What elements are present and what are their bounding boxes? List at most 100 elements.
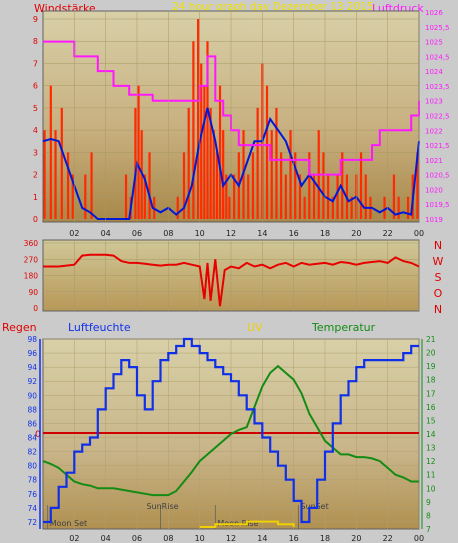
bottom-time-tick-label: 06 bbox=[132, 534, 142, 543]
temperature-tick-label: 16 bbox=[426, 403, 436, 412]
temperature-tick-label: 12 bbox=[426, 457, 436, 466]
pressure-tick-label: 1024 bbox=[425, 68, 443, 76]
time-tick-label: 06 bbox=[132, 229, 142, 238]
temperature-tick-label: 8 bbox=[426, 511, 431, 520]
pressure-tick-label: 1021 bbox=[425, 157, 443, 165]
wind-tick-label: 7 bbox=[33, 59, 38, 68]
humidity-title: Luftfeuchte bbox=[68, 321, 131, 334]
temperature-tick-label: 7 bbox=[426, 525, 431, 534]
humidity-tick-label: 86 bbox=[27, 419, 37, 428]
compass-label: S bbox=[435, 271, 442, 284]
humidity-tick-label: 92 bbox=[27, 377, 37, 386]
humidity-tick-label: 80 bbox=[27, 462, 37, 471]
compass-label: N bbox=[434, 239, 442, 252]
humidity-tick-label: 74 bbox=[27, 504, 37, 513]
temperature-tick-label: 13 bbox=[426, 444, 436, 453]
time-tick-label: 20 bbox=[351, 229, 361, 238]
uv-title: UV bbox=[247, 321, 263, 334]
temperature-y-axis: 7 8 9 10 11 12 13 14 15 16 17 18 19 20 21 bbox=[426, 335, 436, 534]
rain-title: Regen bbox=[2, 321, 37, 334]
wind-tick-label: 5 bbox=[33, 104, 38, 113]
humidity-tick-label: 88 bbox=[27, 405, 37, 414]
wind-tick-label: 2 bbox=[33, 171, 38, 180]
bottom-time-tick-label: 02 bbox=[69, 534, 79, 543]
bottom-time-tick-label: 18 bbox=[320, 534, 330, 543]
temperature-tick-label: 10 bbox=[426, 484, 436, 493]
pressure-tick-label: 1021,5 bbox=[425, 142, 450, 150]
time-tick-label: 16 bbox=[289, 229, 299, 238]
date-title: 24 hour graph day Dezember 13 2015 bbox=[172, 1, 374, 13]
temperature-tick-label: 11 bbox=[426, 471, 436, 480]
time-x-axis-bottom: 02 04 06 08 10 12 14 16 18 20 22 00 bbox=[69, 534, 424, 543]
bottom-time-tick-label: 16 bbox=[289, 534, 299, 543]
pressure-tick-label: 1022,5 bbox=[425, 113, 450, 121]
wind-tick-label: 9 bbox=[33, 15, 38, 24]
temperature-tick-label: 15 bbox=[426, 416, 436, 425]
pressure-tick-label: 1019 bbox=[425, 216, 443, 224]
time-tick-label: 08 bbox=[163, 229, 173, 238]
humidity-tick-label: 72 bbox=[27, 518, 37, 527]
temperature-tick-label: 17 bbox=[426, 389, 436, 398]
humidity-tick-label: 78 bbox=[27, 476, 37, 485]
bottom-time-tick-label: 14 bbox=[257, 534, 267, 543]
temperature-line bbox=[42, 364, 419, 497]
humidity-tick-label: 90 bbox=[27, 391, 37, 400]
wind-tick-label: 8 bbox=[33, 37, 38, 46]
time-tick-label: 18 bbox=[320, 229, 330, 238]
uv-line bbox=[199, 520, 295, 528]
direction-tick-label: 270 bbox=[24, 255, 39, 264]
wind-y-axis: 0 1 2 3 4 5 6 7 8 9 bbox=[33, 15, 38, 224]
time-tick-label: 10 bbox=[195, 229, 205, 238]
pressure-tick-label: 1020 bbox=[425, 186, 443, 194]
wind-tick-label: 1 bbox=[33, 193, 38, 202]
humidity-tick-label: 96 bbox=[27, 349, 37, 358]
temperature-tick-label: 20 bbox=[426, 349, 436, 358]
temperature-tick-label: 19 bbox=[426, 362, 436, 371]
bottom-time-tick-label: 04 bbox=[101, 534, 111, 543]
marker-label: SunSet bbox=[300, 502, 328, 511]
pressure-y-axis: 1019 1019,5 1020 1020,5 1021 1021,5 1022 1022,5… bbox=[425, 9, 450, 224]
pressure-tick-label: 1019,5 bbox=[425, 201, 450, 209]
direction-line bbox=[43, 253, 420, 307]
direction-tick-label: 0 bbox=[33, 304, 38, 313]
temperature-tick-label: 14 bbox=[426, 430, 436, 439]
time-tick-label: 00 bbox=[414, 229, 424, 238]
wind-tick-label: 0 bbox=[33, 215, 38, 224]
direction-tick-label: 360 bbox=[24, 239, 39, 248]
pressure-tick-label: 1020,5 bbox=[425, 172, 450, 180]
temperature-tick-label: 21 bbox=[426, 335, 436, 344]
temperature-tick-label: 18 bbox=[426, 376, 436, 385]
wind-tick-label: 3 bbox=[33, 148, 38, 157]
temperature-title: Temperatur bbox=[311, 321, 376, 334]
pressure-tick-label: 1023 bbox=[425, 98, 443, 106]
humidity-line bbox=[43, 337, 419, 524]
wind-tick-label: 4 bbox=[33, 126, 38, 135]
humidity-tick-label: 82 bbox=[27, 448, 37, 457]
time-tick-label: 04 bbox=[101, 229, 111, 238]
bottom-time-tick-label: 10 bbox=[195, 534, 205, 543]
pressure-tick-label: 1025 bbox=[425, 39, 443, 47]
bottom-time-tick-label: 22 bbox=[383, 534, 393, 543]
time-tick-label: 22 bbox=[383, 229, 393, 238]
bottom-time-tick-label: 20 bbox=[351, 534, 361, 543]
pressure-tick-label: 1025,5 bbox=[425, 24, 450, 32]
compass-label: N bbox=[434, 303, 442, 316]
time-x-axis: 02 04 06 08 10 12 14 16 18 20 22 00 bbox=[69, 11, 424, 238]
pressure-tick-label: 1023,5 bbox=[425, 83, 450, 91]
direction-tick-label: 180 bbox=[24, 272, 39, 281]
direction-tick-label: 90 bbox=[28, 288, 38, 297]
marker-label: Moon Set bbox=[50, 519, 87, 528]
time-tick-label: 02 bbox=[69, 229, 79, 238]
compass-label: O bbox=[434, 287, 443, 300]
humidity-tick-label: 98 bbox=[27, 335, 37, 344]
direction-grid bbox=[43, 240, 420, 311]
marker-label: SunRise bbox=[146, 502, 178, 511]
bottom-time-tick-label: 08 bbox=[163, 534, 173, 543]
humidity-y-axis: 72 74 76 78 80 82 84 86 88 90 92 94 96 98 bbox=[27, 335, 37, 527]
direction-y-axis: 0 90 180 270 360 bbox=[24, 239, 39, 313]
time-tick-label: 12 bbox=[226, 229, 236, 238]
humidity-tick-label: 94 bbox=[27, 363, 37, 372]
compass-label: W bbox=[433, 255, 444, 268]
